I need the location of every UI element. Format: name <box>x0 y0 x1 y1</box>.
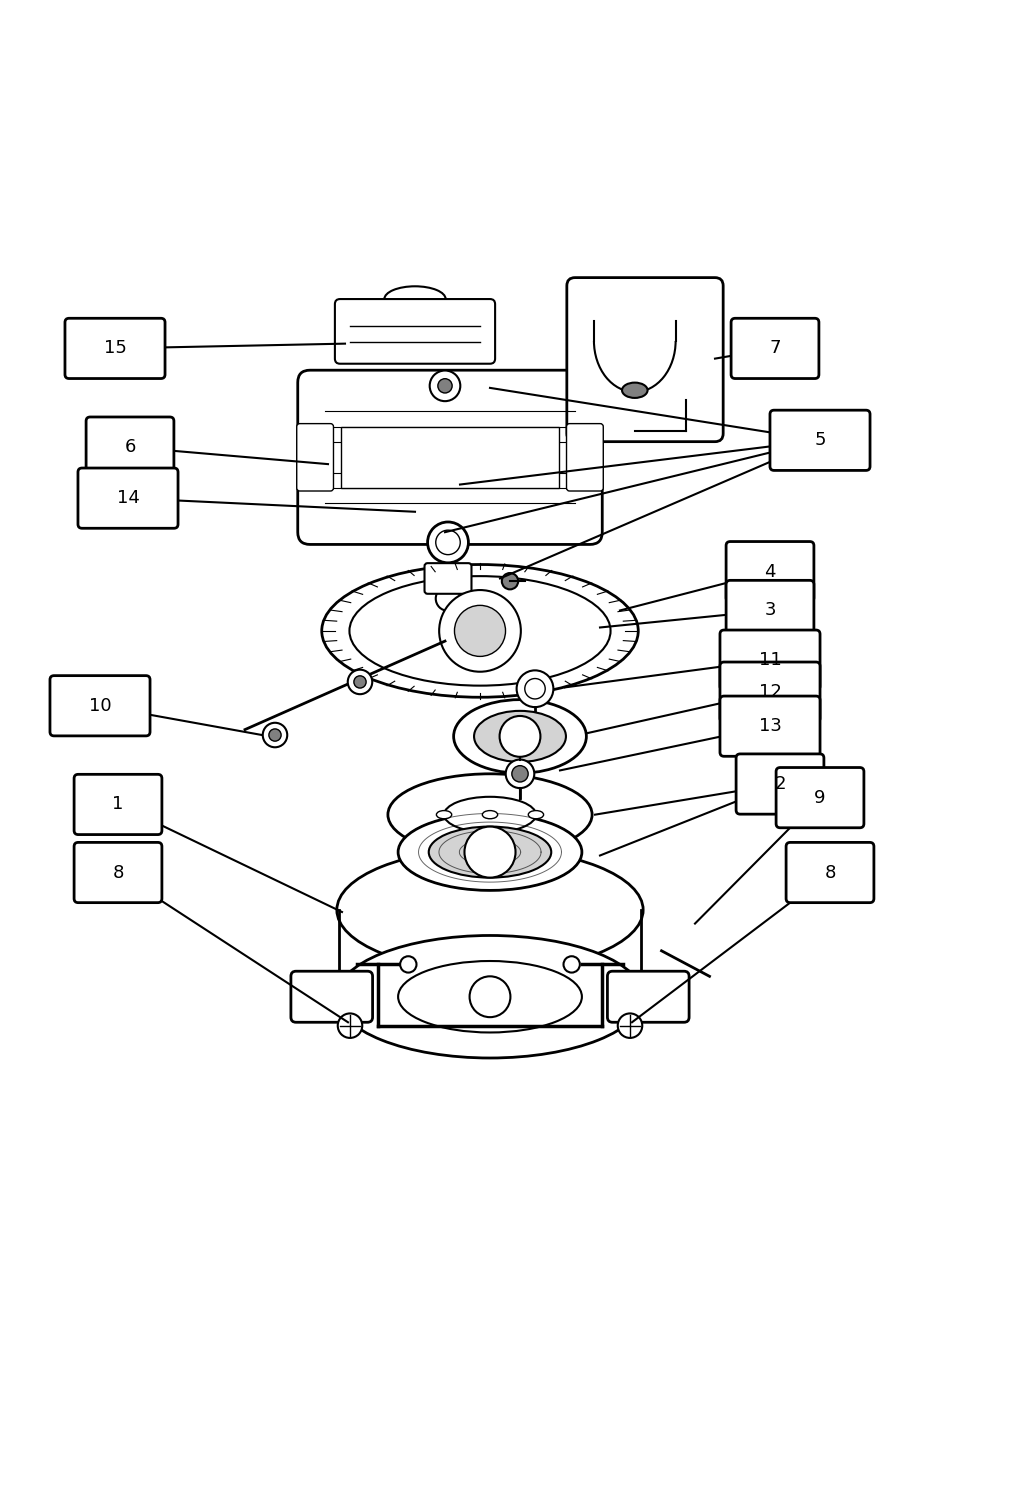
Text: 2: 2 <box>774 776 786 794</box>
Ellipse shape <box>398 962 582 1032</box>
Circle shape <box>430 370 460 400</box>
Bar <box>341 426 560 488</box>
Text: 8: 8 <box>824 864 835 882</box>
Circle shape <box>439 590 521 672</box>
Circle shape <box>428 522 469 562</box>
Circle shape <box>618 1014 642 1038</box>
FancyBboxPatch shape <box>78 468 178 528</box>
FancyBboxPatch shape <box>720 696 820 756</box>
Circle shape <box>436 586 460 610</box>
FancyBboxPatch shape <box>720 630 820 690</box>
FancyBboxPatch shape <box>731 318 819 378</box>
Ellipse shape <box>429 827 551 878</box>
Text: 11: 11 <box>759 651 781 669</box>
FancyBboxPatch shape <box>720 662 820 723</box>
FancyBboxPatch shape <box>86 417 174 477</box>
FancyBboxPatch shape <box>786 843 874 903</box>
Circle shape <box>438 378 452 393</box>
FancyBboxPatch shape <box>567 423 603 490</box>
Circle shape <box>517 670 553 706</box>
Text: 12: 12 <box>759 682 781 700</box>
Text: 5: 5 <box>815 432 826 450</box>
Circle shape <box>262 723 287 747</box>
FancyBboxPatch shape <box>425 562 472 594</box>
FancyBboxPatch shape <box>297 423 334 490</box>
FancyBboxPatch shape <box>736 754 824 814</box>
Ellipse shape <box>474 711 566 762</box>
Text: 14: 14 <box>116 489 140 507</box>
Circle shape <box>525 678 545 699</box>
Ellipse shape <box>349 576 611 686</box>
FancyBboxPatch shape <box>335 298 495 363</box>
FancyBboxPatch shape <box>75 843 162 903</box>
FancyBboxPatch shape <box>607 970 689 1023</box>
FancyBboxPatch shape <box>776 768 864 828</box>
Text: 3: 3 <box>765 602 776 619</box>
Circle shape <box>505 759 534 788</box>
Ellipse shape <box>337 936 643 1058</box>
Ellipse shape <box>322 564 638 698</box>
Ellipse shape <box>528 810 543 819</box>
Ellipse shape <box>436 810 451 819</box>
Text: 4: 4 <box>765 562 776 580</box>
Text: 1: 1 <box>112 795 124 813</box>
FancyBboxPatch shape <box>770 410 870 471</box>
FancyBboxPatch shape <box>726 580 814 640</box>
Circle shape <box>400 956 417 972</box>
Ellipse shape <box>482 810 497 819</box>
Ellipse shape <box>388 774 592 855</box>
FancyBboxPatch shape <box>50 675 150 736</box>
Ellipse shape <box>337 849 643 970</box>
Circle shape <box>354 676 367 688</box>
Circle shape <box>454 606 505 657</box>
Text: 15: 15 <box>103 339 127 357</box>
Circle shape <box>269 729 281 741</box>
FancyBboxPatch shape <box>726 542 814 602</box>
FancyBboxPatch shape <box>75 774 162 834</box>
Circle shape <box>512 765 528 782</box>
FancyBboxPatch shape <box>65 318 165 378</box>
FancyBboxPatch shape <box>567 278 723 441</box>
Ellipse shape <box>398 815 582 891</box>
Circle shape <box>436 530 460 555</box>
Circle shape <box>470 976 510 1017</box>
Circle shape <box>348 669 373 694</box>
Text: 6: 6 <box>125 438 136 456</box>
Text: 7: 7 <box>769 339 781 357</box>
Circle shape <box>338 1014 362 1038</box>
Text: 8: 8 <box>112 864 124 882</box>
Text: 13: 13 <box>759 717 781 735</box>
Ellipse shape <box>622 382 647 398</box>
Circle shape <box>499 716 540 758</box>
Text: 10: 10 <box>89 698 111 715</box>
Ellipse shape <box>453 699 586 772</box>
Text: 9: 9 <box>815 789 826 807</box>
Circle shape <box>564 956 580 972</box>
Circle shape <box>502 573 519 590</box>
Ellipse shape <box>444 796 536 832</box>
FancyBboxPatch shape <box>298 370 602 544</box>
FancyBboxPatch shape <box>291 970 373 1023</box>
Circle shape <box>465 827 516 878</box>
